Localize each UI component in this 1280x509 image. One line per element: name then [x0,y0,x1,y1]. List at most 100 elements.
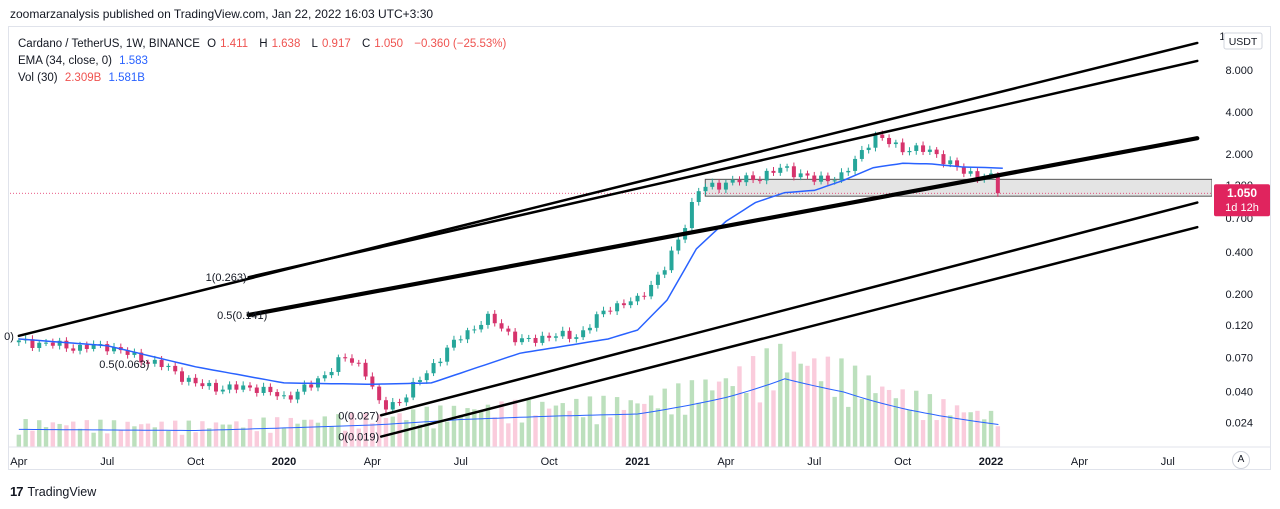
time-tick-label: 2021 [625,456,649,468]
volume-bar [342,430,348,447]
volume-bar [295,423,300,447]
volume-bar [737,366,742,447]
candle-body [322,375,327,379]
volume-bar [166,430,171,447]
candle-body [519,338,524,343]
tradingview-logo-icon: 17 [10,484,24,499]
volume-bar [968,412,973,447]
volume-bar [315,422,321,447]
candle-body [764,170,769,181]
volume-bar [186,420,192,447]
candle-body [370,376,375,387]
fib-label: 1(0.263) [206,272,247,284]
price-tick-label: 0.120 [1225,320,1253,332]
volume-bar [349,412,355,447]
volume-bar [934,420,939,447]
candle-body [587,327,592,331]
candle-body [247,385,252,388]
candle-body [329,371,334,376]
volume-bar [376,414,382,447]
volume-bar [682,414,688,447]
volume-bar [125,421,130,447]
candle-body [934,149,939,155]
volume-bar [98,419,103,447]
candle-body [377,386,382,401]
currency-badge [1223,32,1263,50]
candle-body [445,347,450,362]
volume-bar [71,421,76,447]
candle-body [533,337,538,343]
price-tick-label: 8.000 [1225,65,1253,77]
candle-body [227,384,232,390]
candle-body [424,373,429,381]
candle-body [696,191,701,203]
volume-bar [118,429,124,447]
volume-bar [635,403,640,447]
volume-label[interactable]: Vol (30) [18,72,58,84]
volume-bar [852,365,858,447]
candle-body [152,359,157,364]
volume-bar [485,404,491,447]
candle-body [757,180,762,182]
price-tick-label: 0.070 [1225,352,1253,364]
volume-bar [132,426,137,447]
candle-body [785,166,790,168]
volume-bar [784,372,790,447]
candle-body [193,377,198,384]
candle-body [812,175,817,182]
volume-bar [859,398,865,447]
candle-body [540,335,545,343]
volume-bar [948,415,953,447]
candle-body [37,342,42,348]
channel-line-upper-inner [247,59,1199,279]
volume-bar [105,433,110,447]
symbol-title[interactable]: Cardano / TetherUS, 1W, BINANCE [18,38,200,50]
volume-bar [329,426,334,447]
candle-body [173,365,178,372]
candle-body [995,175,1000,194]
candle-body [356,362,361,364]
candle-body [873,134,878,148]
volume-bar [744,392,749,447]
volume-bar [451,405,457,447]
candle-body [594,314,599,328]
volume-bar [900,389,905,447]
countdown-label: 1d 12h [1225,202,1259,214]
candle-body [390,402,395,410]
candle-body [105,344,110,352]
volume-bar [152,427,158,447]
candle-body [234,384,239,390]
candle-body [581,330,586,338]
channel-line-median [246,136,1200,318]
candle-body [547,335,552,338]
candle-body [343,357,348,359]
candle-body [78,344,83,351]
channel-line-lower-inner [379,201,1199,417]
volume-bar [982,419,987,447]
volume-bar [764,348,769,447]
candle-body [635,295,640,302]
volume-bar [954,405,960,447]
volume-bar [825,356,831,447]
ohlc-open: O 1.411 [207,38,249,50]
volume-bar [975,410,980,447]
volume-bar [220,424,225,447]
volume-bar [207,428,212,447]
candle-body [397,402,402,404]
candle-body [404,397,409,403]
ema-label[interactable]: EMA (34, close, 0) [18,55,112,67]
auto-scale-button[interactable]: A [1232,451,1250,469]
candle-body [513,331,518,343]
candle-body [921,145,926,152]
volume-bar [574,398,579,447]
candle-body [907,150,912,153]
candle-body [180,371,185,382]
volume-bar [880,386,885,447]
candle-body [621,303,626,306]
volume-bar [213,422,219,447]
price-tick-label: 4.000 [1225,107,1253,119]
time-tick-label: 2022 [979,456,1003,468]
volume-bar [308,419,314,447]
candle-body [791,166,796,178]
